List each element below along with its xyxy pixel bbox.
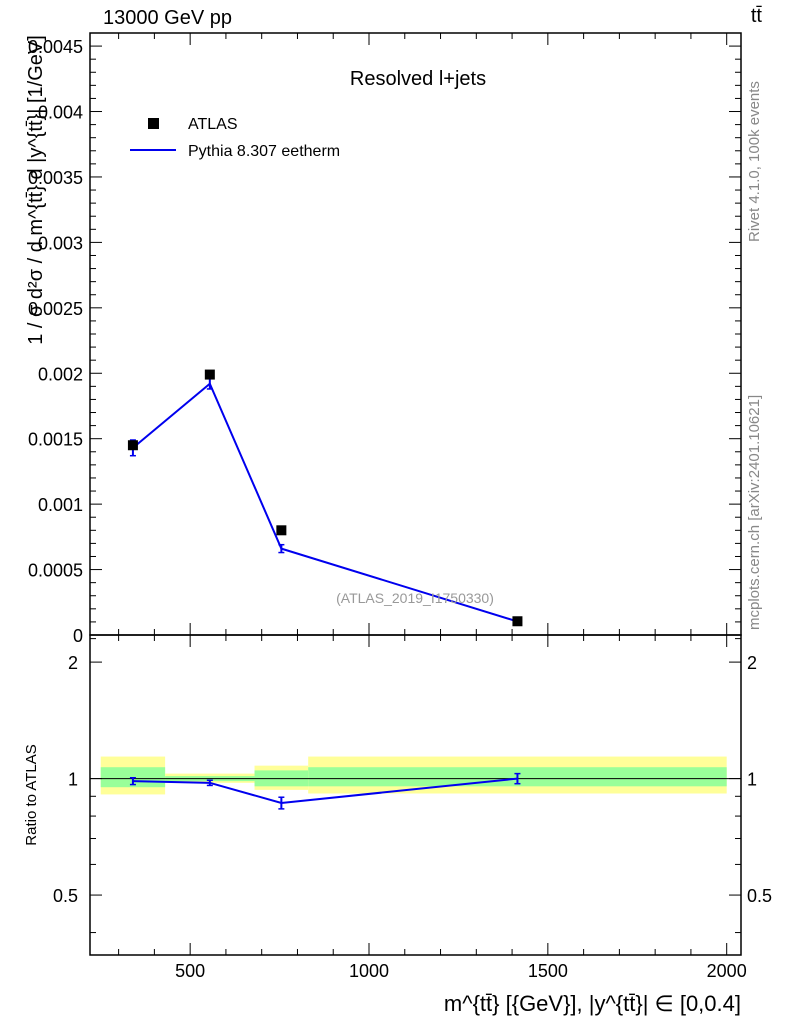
main-y-tick-label: 0.0045 bbox=[28, 37, 83, 57]
main-y-tick-label: 0.001 bbox=[38, 495, 83, 515]
legend: ATLAS Pythia 8.307 eetherm bbox=[130, 116, 340, 160]
axis-ticks bbox=[90, 32, 741, 955]
x-tick-label: 500 bbox=[175, 961, 205, 981]
ratio-y-tick-label-right: 2 bbox=[747, 653, 757, 673]
legend-atlas-label: ATLAS bbox=[188, 116, 238, 133]
axis-tick-labels: 500 1000 1500 2000 0 0.0005 0.001 0.0015 0.002 0.… bbox=[28, 37, 772, 981]
x-axis-label: m^{tt̄} [{GeV}], |y^{tt̄}| ∈ [0,0.4] bbox=[444, 991, 741, 1016]
mc-series-ratio bbox=[129, 772, 521, 810]
x-tick-label: 1000 bbox=[349, 961, 389, 981]
data-point bbox=[276, 525, 287, 536]
ratio-line bbox=[132, 777, 518, 804]
data-point bbox=[127, 440, 138, 451]
ratio-y-tick-label-right: 0.5 bbox=[747, 886, 772, 906]
legend-atlas-marker bbox=[148, 118, 159, 129]
data-point bbox=[204, 369, 215, 380]
ratio-y-tick-label: 2 bbox=[68, 653, 78, 673]
header-left: 13000 GeV pp bbox=[103, 7, 232, 29]
mcplots-label: mcplots.cern.ch [arXiv:2401.10621] bbox=[746, 394, 763, 630]
ratio-y-tick-label: 1 bbox=[68, 770, 78, 790]
main-y-axis-label: 1 / σ d²σ / d m^{tt̄} d |y^{tt̄}| [1/GeV… bbox=[25, 35, 47, 345]
header-right: tt̄ bbox=[750, 5, 762, 27]
main-y-tick-label: 0.0025 bbox=[28, 299, 83, 319]
ratio-y-tick-label-right: 1 bbox=[747, 770, 757, 790]
mc-series-main bbox=[129, 377, 521, 623]
rivet-version-label: Rivet 4.1.0, 100k events bbox=[746, 81, 763, 242]
main-y-tick-label: 0.0015 bbox=[28, 430, 83, 450]
main-y-tick-label: 0.004 bbox=[38, 103, 83, 123]
main-y-tick-label: 0.0035 bbox=[28, 168, 83, 188]
analysis-watermark: (ATLAS_2019_I1750330) bbox=[336, 590, 494, 606]
chart-title: Resolved l+jets bbox=[350, 68, 486, 90]
ratio-y-axis-label: Ratio to ATLAS bbox=[23, 744, 40, 845]
ratio-y-tick-label: 0.5 bbox=[53, 886, 78, 906]
legend-mc-label: Pythia 8.307 eetherm bbox=[188, 143, 340, 160]
data-series-main bbox=[127, 369, 523, 627]
mc-line bbox=[132, 382, 518, 623]
x-tick-label: 2000 bbox=[707, 961, 747, 981]
main-y-tick-label: 0.003 bbox=[38, 233, 83, 253]
data-point bbox=[512, 616, 523, 627]
x-tick-label: 1500 bbox=[528, 961, 568, 981]
main-y-tick-label: 0 bbox=[73, 626, 83, 646]
ratio-frame bbox=[89, 634, 742, 956]
main-y-tick-label: 0.002 bbox=[38, 364, 83, 384]
main-y-tick-label: 0.0005 bbox=[28, 561, 83, 581]
